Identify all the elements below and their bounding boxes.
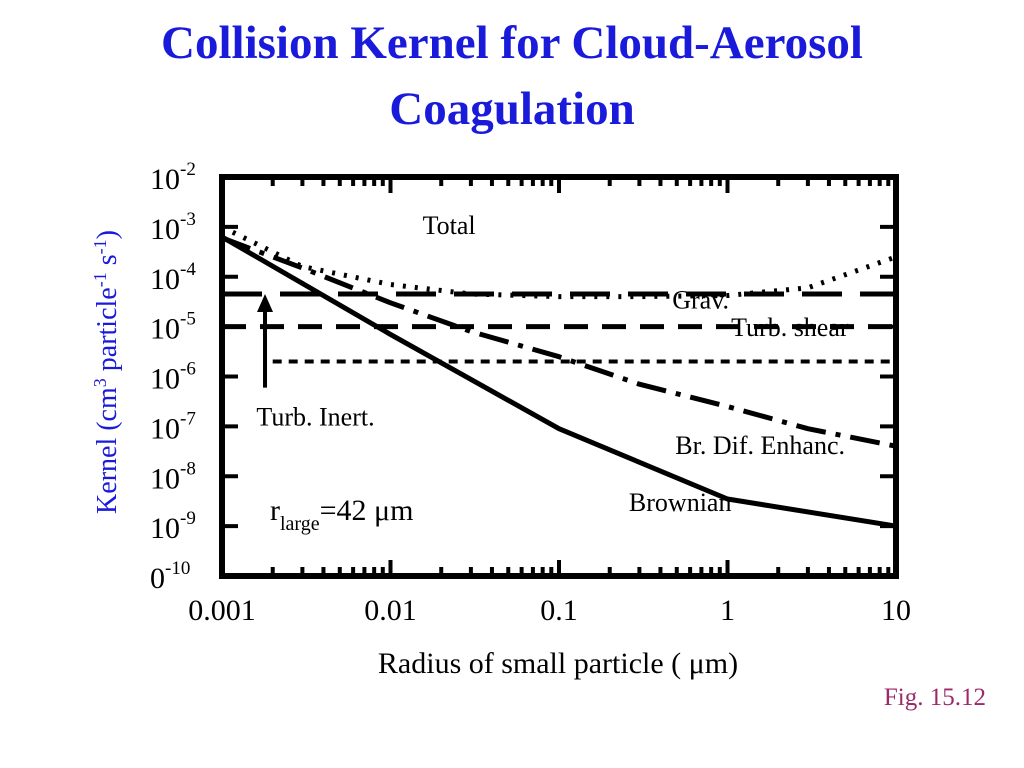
series-brownian (220, 234, 897, 529)
slide-title-line-2: Coagulation (389, 83, 635, 135)
series-layer (220, 224, 897, 529)
slide-title-line-1: Collision Kernel for Cloud-Aerosol (161, 17, 863, 69)
plot-frame (219, 174, 899, 579)
label-grav: Grav. (672, 286, 729, 315)
y-axis-label: Kernel (cm3 particle-1 s-1) (90, 230, 123, 514)
x-tick-labels: 0.001 0.01 0.1 1 10 (188, 594, 911, 627)
x-tick-label: 0.1 (540, 594, 578, 627)
y-tick-labels: 10-2 10-3 10-4 10-5 10-6 10-7 10-8 10-9 0-10 (150, 159, 196, 595)
y-tick-label: 10-6 (150, 359, 196, 396)
x-tick-label: 10 (881, 594, 911, 627)
label-turb-shear: Turb. shear (731, 313, 849, 342)
y-tick-label: 10-2 (150, 159, 196, 196)
y-tick-label: 10-9 (150, 508, 196, 545)
y-tick-label: 10-8 (150, 458, 196, 495)
label-br-dif-enhanc: Br. Dif. Enhanc. (675, 431, 845, 460)
y-tick-label: 10-7 (150, 408, 196, 445)
arrow-head (257, 294, 274, 313)
series-br-dif-enhanc (221, 235, 897, 449)
curve-labels: Total Grav.Turb. shear Turb. Inert. Br. Dif… (256, 211, 849, 517)
label-brownian: Brownian (629, 488, 732, 517)
r-large-annotation: rlarge=42 μm (270, 494, 413, 535)
y-tick-label: 10-5 (150, 309, 196, 346)
x-tick-label: 0.01 (364, 594, 417, 627)
x-tick-label: 0.001 (188, 594, 256, 627)
y-tick-label: 0-10 (150, 558, 190, 595)
x-axis-label: Radius of small particle ( μm) (378, 647, 738, 680)
y-tick-label: 10-4 (150, 259, 196, 296)
series-total (220, 224, 897, 300)
x-tick-label: 1 (720, 594, 735, 627)
figure-number: Fig. 15.12 (883, 684, 986, 711)
y-tick-label: 10-3 (150, 209, 196, 246)
label-total: Total (423, 211, 476, 240)
arrow-layer (257, 294, 274, 388)
label-turb-inert: Turb. Inert. (256, 402, 374, 431)
